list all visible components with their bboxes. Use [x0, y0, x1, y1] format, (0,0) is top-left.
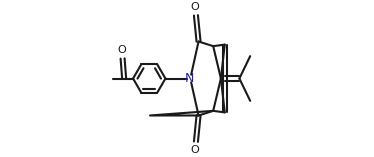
Text: O: O — [191, 2, 200, 12]
Text: N: N — [185, 72, 194, 85]
Text: O: O — [117, 45, 126, 55]
Text: O: O — [191, 145, 200, 155]
